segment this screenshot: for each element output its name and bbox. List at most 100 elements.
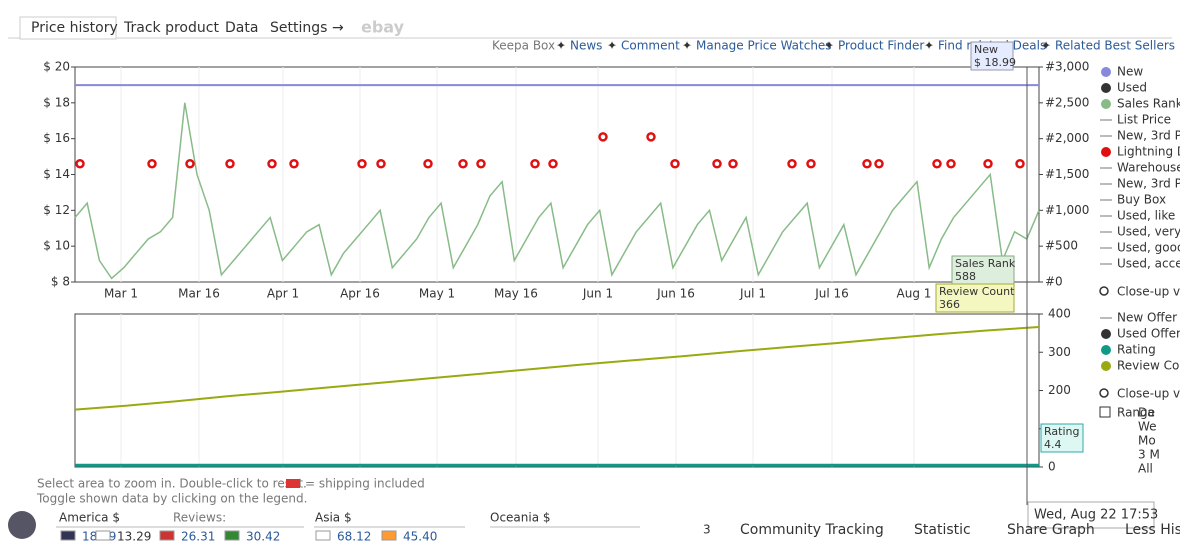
tab[interactable]: Settings (270, 20, 327, 36)
rating-tooltip-box (1040, 423, 1084, 453)
search-icon (1099, 286, 1109, 296)
top-link[interactable]: Keepa Box (492, 39, 555, 53)
price[interactable]: 68.12 (337, 530, 371, 544)
lightning-deal (728, 159, 738, 169)
price-plot-frame (74, 66, 1040, 283)
rating-tooltip-value: 4.4 (1044, 438, 1062, 451)
price[interactable]: 26.31 (181, 530, 215, 544)
top-link[interactable]: Comment (621, 39, 680, 53)
price[interactable]: 30.42 (246, 530, 280, 544)
legend-item[interactable]: List Price (1117, 113, 1171, 127)
rating-tooltip-label: Rating (1044, 425, 1079, 438)
tab[interactable]: Track product (123, 20, 219, 36)
legend-item[interactable]: Used (1117, 81, 1147, 95)
legend-item[interactable]: New Offer C (1117, 311, 1180, 325)
legend-dot (1101, 329, 1111, 339)
lightning-deal (932, 159, 942, 169)
lightning-deal (458, 159, 468, 169)
lightning-deal (530, 159, 540, 169)
hint: = shipping included (305, 477, 425, 491)
range-option[interactable]: We (1138, 420, 1157, 434)
tab[interactable]: Data (225, 20, 258, 36)
y-tick-label: 200 (1048, 383, 1071, 397)
tab[interactable]: Price history (31, 20, 118, 36)
lightning-deal (267, 159, 277, 169)
rank-tooltip-label: Sales Rank (955, 257, 1016, 270)
action[interactable]: Share Graph (1007, 522, 1095, 538)
legend-item[interactable]: New, 3rd Pa (1117, 129, 1180, 143)
lightning-deal (476, 159, 486, 169)
ebay-link[interactable]: ebay (361, 18, 405, 37)
flag (60, 530, 76, 541)
sales-rank-line (74, 102, 1040, 280)
y2-tick-label: #1,500 (1045, 167, 1089, 181)
y-tick-label: $ 14 (43, 167, 70, 181)
legend-dot (1101, 361, 1111, 371)
legend-item[interactable]: Lightning D (1117, 145, 1180, 159)
region: America $ (59, 511, 120, 525)
lightning-deal (670, 159, 680, 169)
y-tick-label: $ 18 (43, 95, 70, 109)
lightning-deal (646, 132, 656, 142)
separator: ✦ (924, 39, 934, 53)
lightning-deal (983, 159, 993, 169)
x-tick-label: Mar 1 (104, 287, 138, 301)
top-link[interactable]: News (570, 39, 602, 53)
arrow: → (332, 20, 344, 36)
closeup-toggle[interactable]: Close-up vie (1117, 387, 1180, 401)
lightning-deal (423, 159, 433, 169)
lightning-deal (806, 159, 816, 169)
range-option[interactable]: Da (1138, 406, 1155, 420)
legend-item[interactable]: Review Cour (1117, 359, 1180, 373)
x-tick-label: Jun 1 (582, 287, 613, 301)
legend-dot (1101, 83, 1111, 93)
lightning-deal (946, 159, 956, 169)
date-tooltip: Wed, Aug 22 17:53 (1034, 508, 1158, 523)
legend-item[interactable]: Used, accep (1117, 257, 1180, 271)
review-tooltip-value: 366 (939, 298, 960, 311)
lightning-deal (1015, 159, 1025, 169)
legend-item[interactable]: New (1117, 65, 1143, 79)
legend-item[interactable]: Sales Rank (1117, 97, 1180, 111)
search-icon (1099, 388, 1109, 398)
legend-dot (1101, 147, 1111, 157)
top-link[interactable]: Product Finder (838, 39, 924, 53)
globe-icon (8, 511, 36, 539)
x-tick-label: Mar 16 (178, 287, 220, 301)
tracking-count: 3 (703, 523, 711, 537)
action[interactable]: Statistic (914, 522, 971, 538)
legend-item[interactable]: Warehouse (1117, 161, 1180, 175)
top-link[interactable]: Related Best Sellers (1055, 39, 1175, 53)
legend-item[interactable]: New, 3rd Pa (1117, 177, 1180, 191)
legend-dot (1101, 345, 1111, 355)
price[interactable]: 13.29 (117, 530, 151, 544)
rank-tooltip-box (951, 255, 1015, 285)
legend-item[interactable]: Used, good (1117, 241, 1180, 255)
action[interactable]: Community Tracking (740, 522, 884, 538)
action[interactable]: Less Histo (1125, 522, 1180, 538)
separator: ✦ (1041, 39, 1051, 53)
closeup-toggle[interactable]: Close-up vie (1117, 285, 1180, 299)
review-tooltip-box (935, 283, 1015, 313)
separator: ✦ (607, 39, 617, 53)
lightning-deal (376, 159, 386, 169)
range-option[interactable]: 3 M (1138, 448, 1160, 462)
price[interactable]: 45.40 (403, 530, 437, 544)
new-tooltip-label: New (974, 43, 998, 56)
y-tick-label: 400 (1048, 307, 1071, 321)
hint: Select area to zoom in. Double-click to … (37, 477, 307, 491)
range-option[interactable]: Mo (1138, 434, 1156, 448)
legend-item[interactable]: Rating (1117, 343, 1156, 357)
lightning-deal (185, 159, 195, 169)
separator: ✦ (682, 39, 692, 53)
legend-item[interactable]: Used, very g (1117, 225, 1180, 239)
range-option[interactable]: All (1138, 462, 1153, 476)
y2-tick-label: #0 (1045, 275, 1063, 289)
new-tooltip-value: $ 18.99 (974, 56, 1016, 69)
legend-item[interactable]: Buy Box (1117, 193, 1166, 207)
y-tick-label: $ 10 (43, 239, 70, 253)
legend-item[interactable]: Used, like n (1117, 209, 1180, 223)
legend-item[interactable]: Used Offer C (1117, 327, 1180, 341)
top-link[interactable]: Manage Price Watches (696, 39, 832, 53)
